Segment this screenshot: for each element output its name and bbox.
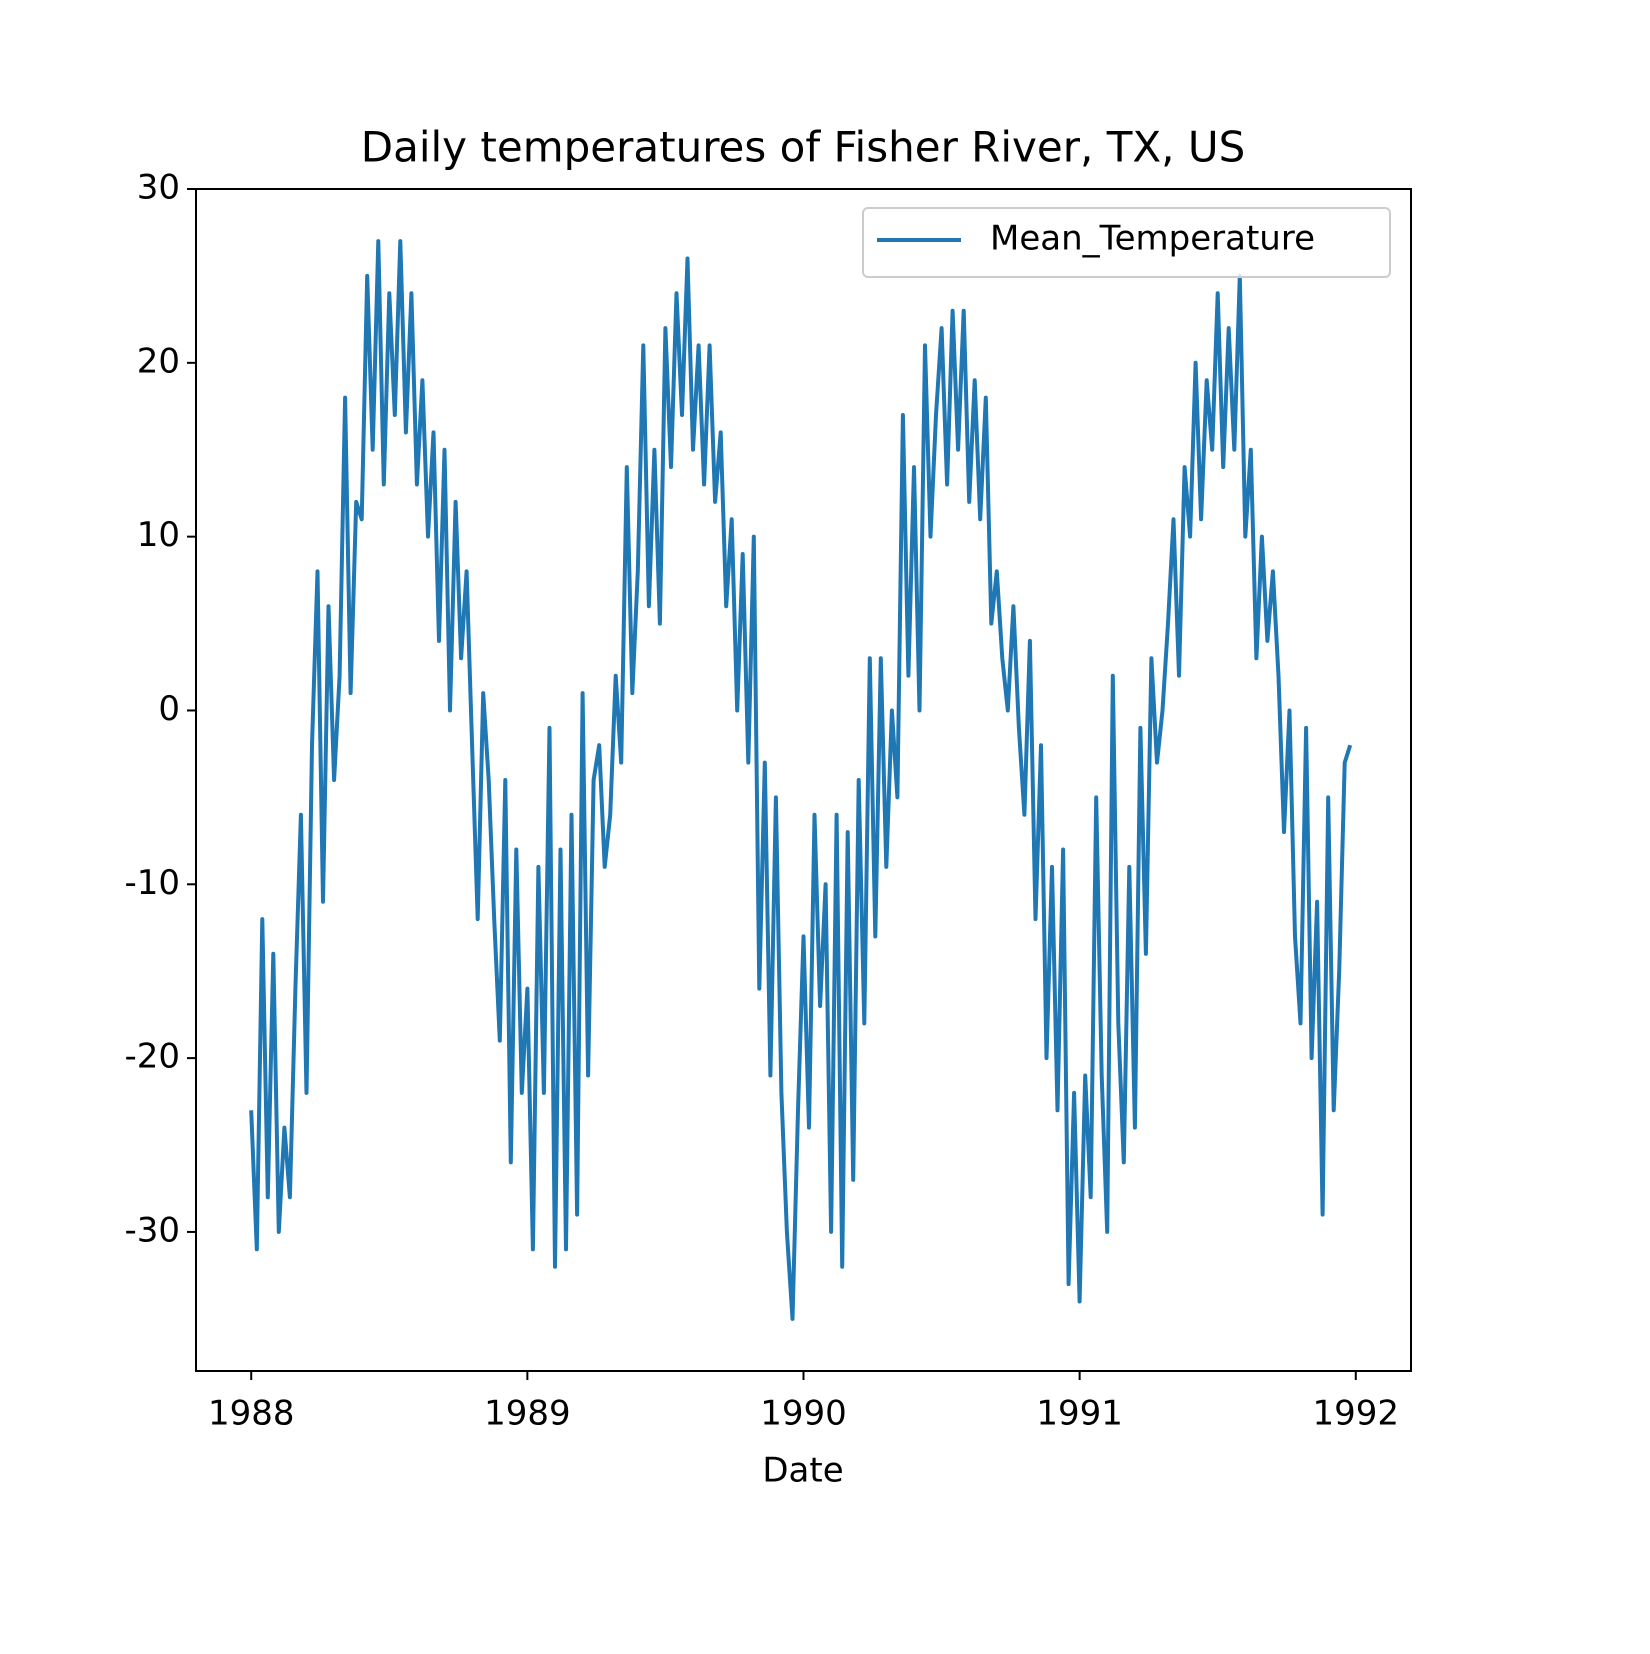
x-tick-label: 1988 — [208, 1394, 295, 1434]
y-tick-label: 30 — [137, 168, 180, 208]
y-tick-label: 10 — [137, 515, 180, 555]
y-tick-label: 0 — [158, 689, 180, 729]
x-tick-label: 1991 — [1036, 1394, 1123, 1434]
data-line — [249, 239, 1353, 1321]
x-axis-label: Date — [762, 1451, 843, 1491]
y-tick-label: -20 — [124, 1037, 180, 1077]
legend-label: Mean_Temperature — [990, 219, 1315, 259]
x-tick-label: 1992 — [1313, 1394, 1400, 1434]
chart-title: Daily temperatures of Fisher River, TX, … — [361, 123, 1245, 172]
legend-box — [862, 207, 1391, 278]
y-tick-label: -30 — [124, 1210, 180, 1250]
y-tick-label: -10 — [124, 863, 180, 903]
x-tick-label: 1989 — [484, 1394, 571, 1434]
y-tick-label: 20 — [137, 341, 180, 381]
x-tick-label: 1990 — [760, 1394, 847, 1434]
